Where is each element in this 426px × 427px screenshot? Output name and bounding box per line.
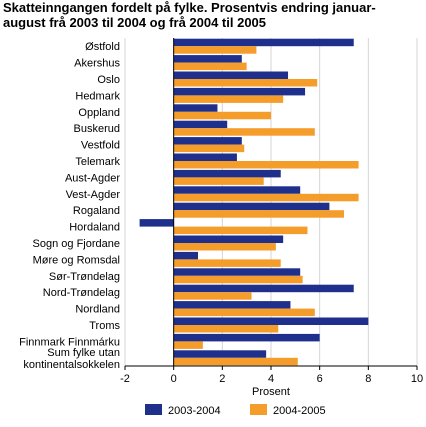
bar-series-2 bbox=[173, 79, 318, 87]
category-label: Vestfold bbox=[81, 140, 120, 152]
bar-series-2 bbox=[173, 62, 247, 71]
bar-series-1 bbox=[173, 104, 218, 112]
bar-series-1 bbox=[173, 87, 306, 96]
bar-series-2 bbox=[173, 111, 271, 120]
bar-series-1 bbox=[173, 301, 291, 309]
category-label: Oppland bbox=[78, 107, 120, 119]
category-label: Sør-Trøndelag bbox=[49, 271, 120, 283]
bar-series-1 bbox=[173, 333, 320, 342]
bar-series-1 bbox=[173, 71, 289, 79]
bar-series-1 bbox=[173, 350, 267, 358]
bar-series-2 bbox=[173, 95, 284, 103]
bar-series-1 bbox=[173, 137, 242, 145]
axes bbox=[124, 38, 418, 370]
bar-series-1 bbox=[173, 153, 237, 161]
bar-series-2 bbox=[173, 325, 279, 333]
category-label: Troms bbox=[89, 320, 120, 332]
category-labels: Østfold Akershus Oslo Hedmark Oppland Buskeru… bbox=[19, 41, 120, 371]
legend-swatch-series-1 bbox=[145, 404, 162, 415]
bar-series-2 bbox=[173, 341, 203, 349]
bar-series-2 bbox=[173, 144, 245, 153]
bar-series-2 bbox=[173, 226, 308, 235]
legend: 2003-2004 2004-2005 bbox=[145, 404, 326, 417]
bar-series-1 bbox=[173, 186, 301, 194]
category-label: kontinentalsokkelen bbox=[23, 359, 120, 371]
x-tick-label: 6 bbox=[317, 373, 323, 385]
x-axis-label: Prosent bbox=[252, 386, 290, 398]
category-label: Hedmark bbox=[75, 90, 120, 102]
legend-label-series-1: 2003-2004 bbox=[168, 405, 221, 417]
bar-series-1 bbox=[173, 251, 198, 260]
category-label: Vest-Agder bbox=[66, 189, 121, 201]
chart-title-line-1: Skatteinngangen fordelt på fylke. Prosen… bbox=[3, 0, 376, 15]
bar-series-1 bbox=[173, 120, 228, 129]
legend-label-series-2: 2004-2005 bbox=[273, 405, 326, 417]
x-tick-label: 2 bbox=[219, 373, 225, 385]
bar-series-1 bbox=[173, 202, 330, 211]
bar-series-2 bbox=[173, 243, 276, 251]
chart-title-line-2: august frå 2003 til 2004 og frå 2004 til… bbox=[3, 15, 267, 30]
category-label: Rogaland bbox=[73, 205, 120, 217]
bar-series-2 bbox=[173, 128, 315, 136]
bar-series-2 bbox=[173, 46, 257, 54]
bar-series-1 bbox=[139, 219, 174, 227]
chart-title: Skatteinngangen fordelt på fylke. Prosen… bbox=[3, 0, 423, 30]
bar-series-1 bbox=[173, 235, 284, 243]
category-label: Finnmark Finnmárku bbox=[19, 336, 120, 348]
x-tick-label: 10 bbox=[411, 373, 423, 385]
bar-series-2 bbox=[173, 275, 303, 284]
bar-series-2 bbox=[173, 292, 252, 300]
category-label: Sogn og Fjordane bbox=[33, 238, 120, 250]
bar-series-1 bbox=[173, 55, 242, 63]
x-tick-label: 4 bbox=[268, 373, 274, 385]
bar-series-2 bbox=[173, 193, 359, 202]
bar-series-1 bbox=[173, 169, 281, 178]
bar-series-2 bbox=[173, 210, 344, 218]
category-label: Møre og Romsdal bbox=[33, 254, 120, 266]
x-tick-labels: -2 0 2 4 6 8 10 bbox=[120, 373, 423, 385]
x-tick-label: -2 bbox=[120, 373, 130, 385]
x-tick-label: 8 bbox=[365, 373, 371, 385]
bar-series-1 bbox=[173, 268, 301, 276]
category-label: Oslo bbox=[97, 74, 120, 86]
bar-series-2 bbox=[173, 161, 359, 169]
bar-series-1 bbox=[173, 317, 369, 325]
grid-lines bbox=[124, 38, 418, 366]
x-tick-label: 0 bbox=[171, 373, 177, 385]
category-label: Sum fylke utan bbox=[47, 347, 120, 359]
category-label: Telemark bbox=[75, 156, 120, 168]
bar-series-2 bbox=[173, 177, 264, 185]
category-label: Østfold bbox=[85, 41, 120, 53]
category-label: Akershus bbox=[74, 58, 120, 70]
bar-series-2 bbox=[173, 357, 298, 366]
category-label: Hordaland bbox=[69, 222, 120, 234]
category-label: Nord-Trøndelag bbox=[43, 287, 120, 299]
bar-series-2 bbox=[173, 259, 281, 267]
bar-series-1 bbox=[173, 284, 354, 293]
legend-swatch-series-2 bbox=[250, 404, 267, 415]
bars bbox=[139, 38, 369, 366]
bar-series-2 bbox=[173, 308, 315, 317]
category-label: Nordland bbox=[75, 304, 120, 316]
category-label: Aust-Agder bbox=[65, 172, 120, 184]
bar-series-1 bbox=[173, 38, 354, 47]
category-label: Buskerud bbox=[74, 123, 120, 135]
